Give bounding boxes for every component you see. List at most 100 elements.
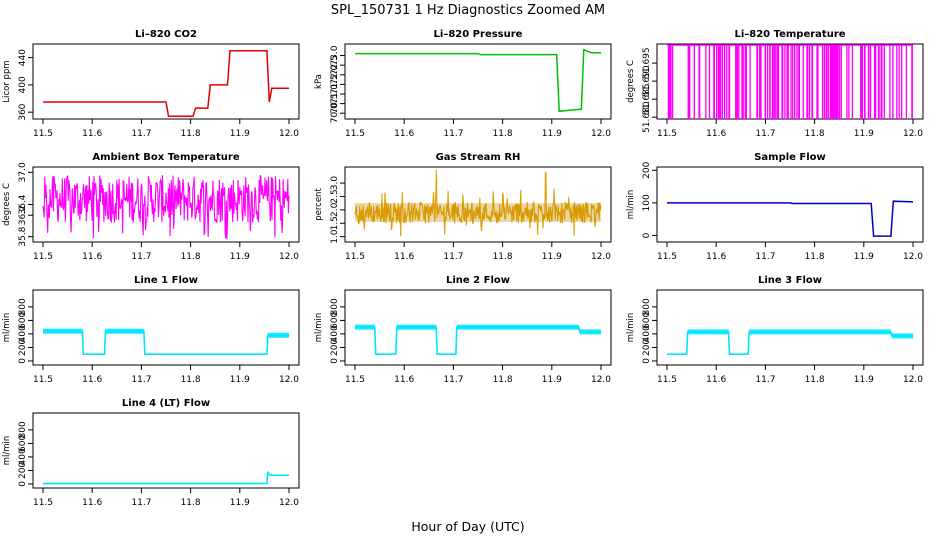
panel-3: Li–820 Temperature degrees C 11.5 11.6 11.7 1… xyxy=(626,29,924,139)
y-axis-label: degrees C xyxy=(2,183,12,226)
y-tick-label: 72.5 xyxy=(330,55,340,75)
x-tick-label: 11.8 xyxy=(181,498,201,508)
panel-title: Line 3 Flow xyxy=(758,275,822,286)
x-tick-label: 11.8 xyxy=(181,129,201,139)
y-tick-label: 51.695 xyxy=(642,47,652,79)
x-tick-label: 11.6 xyxy=(82,498,102,508)
x-tick-label: 11.6 xyxy=(82,252,102,262)
y-tick-label: 51.685 xyxy=(642,83,652,115)
x-tick-label: 11.5 xyxy=(657,375,677,385)
y-tick-label: 35.8 xyxy=(18,226,28,246)
y-tick-label: 3.0 xyxy=(330,176,340,191)
noise-band xyxy=(396,324,437,330)
x-tick-label: 12.0 xyxy=(903,375,923,385)
y-tick-label: 2.0 xyxy=(330,202,340,217)
x-tick-label: 12.0 xyxy=(591,375,611,385)
y-tick-label: 72.0 xyxy=(330,64,340,84)
x-tick-label: 11.6 xyxy=(82,375,102,385)
x-axis-label: Hour of Day (UTC) xyxy=(411,519,524,534)
x-tick-label: 11.5 xyxy=(657,129,677,139)
x-tick-label: 11.8 xyxy=(181,375,201,385)
y-tick-label: 400 xyxy=(18,325,28,342)
panel-1: Li–820 CO2 Licor ppm 11.5 11.6 11.7 11.8 11.9 1… xyxy=(2,29,300,139)
x-tick-label: 11.9 xyxy=(542,129,562,139)
x-tick-label: 11.7 xyxy=(131,375,151,385)
y-tick-label: 360 xyxy=(18,103,28,120)
y-tick-label: 1.0 xyxy=(330,229,340,244)
y-tick-label: 600 xyxy=(18,312,28,329)
panel-title: Li–820 Temperature xyxy=(734,29,845,40)
plot-frame xyxy=(32,43,300,120)
plot-frame xyxy=(32,412,300,489)
x-tick-label: 11.9 xyxy=(854,252,874,262)
y-tick-label: 800 xyxy=(18,298,28,315)
x-tick-label: 11.7 xyxy=(755,129,775,139)
noise-band xyxy=(687,329,729,335)
y-tick-label: 36.4 xyxy=(18,194,28,214)
panel-title: Li–820 CO2 xyxy=(135,29,197,40)
y-tick-label: 73.0 xyxy=(330,45,340,65)
series-line xyxy=(43,50,289,118)
panel-9: Line 3 Flow ml/min 11.5 11.6 11.7 11.8 11.9 12.… xyxy=(626,275,924,385)
figure-title: SPL_150731 1 Hz Diagnostics Zoomed AM xyxy=(331,3,605,18)
x-tick-label: 11.5 xyxy=(33,129,53,139)
x-tick-label: 12.0 xyxy=(903,129,923,139)
x-tick-label: 11.9 xyxy=(854,129,874,139)
noise-band xyxy=(891,333,913,339)
x-tick-label: 11.5 xyxy=(33,375,53,385)
panel-title: Line 1 Flow xyxy=(134,275,198,286)
y-tick-label: 1.5 xyxy=(330,216,340,230)
y-axis-label: ml/min xyxy=(2,313,12,343)
plot-frame xyxy=(656,43,924,120)
panel-title: Ambient Box Temperature xyxy=(92,152,239,163)
x-tick-label: 11.7 xyxy=(131,498,151,508)
x-tick-label: 11.8 xyxy=(493,375,513,385)
x-tick-label: 11.9 xyxy=(230,375,250,385)
noise-band xyxy=(267,332,289,338)
x-tick-label: 11.6 xyxy=(706,252,726,262)
y-tick-label: 200 xyxy=(18,462,28,479)
y-tick-label: 400 xyxy=(642,325,652,342)
panel-title: Line 4 (LT) Flow xyxy=(122,398,210,409)
panel-title: Gas Stream RH xyxy=(436,152,521,163)
panel-title: Sample Flow xyxy=(754,152,826,163)
panel-title: Li–820 Pressure xyxy=(434,29,523,40)
x-tick-label: 11.5 xyxy=(657,252,677,262)
x-tick-label: 11.5 xyxy=(345,375,365,385)
x-tick-label: 11.5 xyxy=(345,129,365,139)
panel-8: Line 2 Flow ml/min 11.5 11.6 11.7 11.8 11.9 12.… xyxy=(314,275,612,385)
x-tick-label: 11.9 xyxy=(230,129,250,139)
x-tick-label: 11.6 xyxy=(394,252,414,262)
x-tick-label: 11.7 xyxy=(131,129,151,139)
x-tick-label: 12.0 xyxy=(279,129,299,139)
y-tick-label: 400 xyxy=(330,325,340,342)
y-tick-label: 70.5 xyxy=(330,94,340,114)
series-line xyxy=(667,331,913,355)
panel-title: Line 2 Flow xyxy=(446,275,510,286)
y-tick-label: 600 xyxy=(642,312,652,329)
y-tick-label: 0 xyxy=(18,481,28,487)
y-tick-label: 600 xyxy=(330,312,340,329)
x-tick-label: 11.7 xyxy=(755,252,775,262)
x-tick-label: 11.6 xyxy=(394,129,414,139)
plot-frame xyxy=(344,166,612,243)
x-tick-label: 11.8 xyxy=(805,375,825,385)
x-tick-label: 11.6 xyxy=(394,375,414,385)
y-tick-label: 0 xyxy=(330,358,340,364)
x-tick-label: 11.9 xyxy=(854,375,874,385)
y-tick-label: 100 xyxy=(642,194,652,211)
plot-frame xyxy=(344,43,612,120)
noise-band xyxy=(579,329,601,335)
x-tick-label: 11.7 xyxy=(131,252,151,262)
noise-band xyxy=(355,324,375,330)
y-tick-label: 400 xyxy=(18,76,28,93)
plot-frame xyxy=(344,289,612,366)
noise-band xyxy=(105,328,144,334)
y-tick-label: 51.690 xyxy=(642,65,652,97)
x-tick-label: 12.0 xyxy=(591,129,611,139)
x-tick-label: 11.7 xyxy=(443,375,463,385)
y-axis-label: Licor ppm xyxy=(2,60,12,102)
x-tick-label: 11.6 xyxy=(706,129,726,139)
x-tick-label: 12.0 xyxy=(591,252,611,262)
